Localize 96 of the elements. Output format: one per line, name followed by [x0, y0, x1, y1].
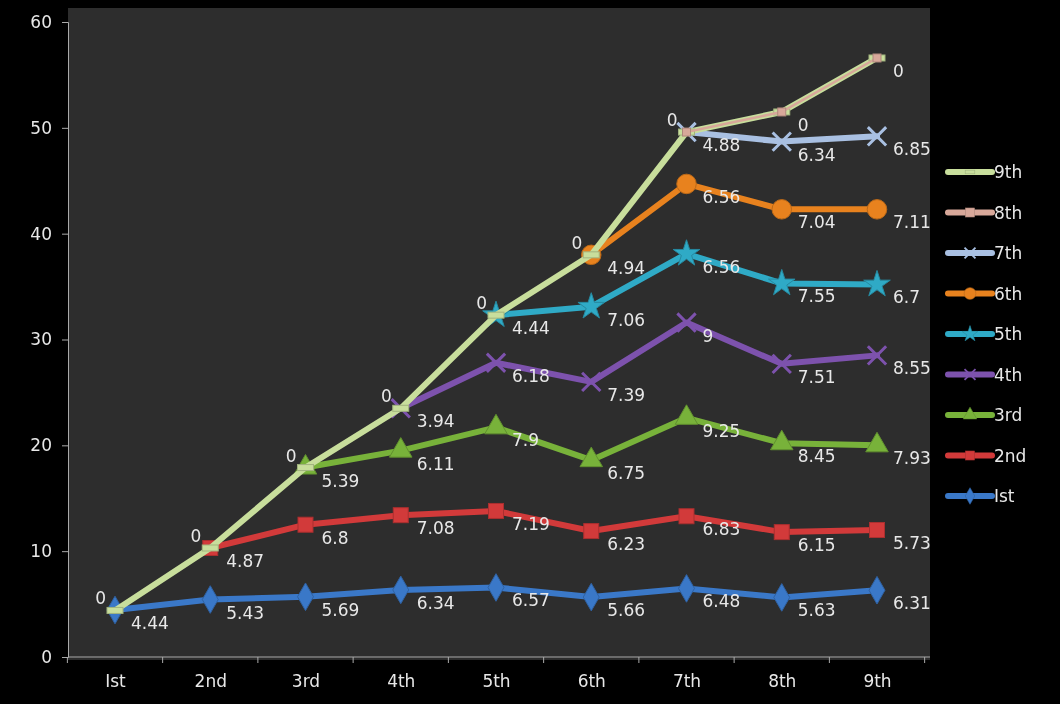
x-tick-label: 3rd — [291, 671, 321, 692]
annotation: 0 — [190, 525, 202, 546]
legend-label: 8th — [994, 202, 1023, 223]
point — [672, 239, 701, 266]
data-label: 5.63 — [797, 600, 836, 621]
y-tick-label: 60 — [30, 11, 52, 32]
annotation: 4.88 — [702, 135, 741, 156]
point — [297, 516, 314, 533]
annotation: 3.94 — [416, 411, 455, 432]
annotation: 7.9 — [512, 430, 540, 451]
annotation: 0 — [476, 293, 487, 314]
annotation: 4.94 — [607, 257, 646, 278]
annotation: 5.39 — [321, 470, 360, 491]
annotation: 5.73 — [893, 533, 931, 553]
y-tick-label: 0 — [41, 646, 52, 667]
y-tick-label: 10 — [30, 541, 52, 562]
point — [869, 522, 885, 538]
annotation: 7.93 — [893, 448, 931, 469]
annotation: 6.7 — [893, 287, 921, 308]
annotation: 0 — [666, 110, 678, 131]
x-tick-label: 2nd — [194, 671, 227, 692]
point — [583, 523, 600, 540]
point — [773, 524, 790, 541]
data-label: 5.66 — [607, 600, 646, 621]
point — [577, 292, 606, 319]
annotation: 7.11 — [893, 212, 931, 233]
legend-label: 7th — [994, 243, 1023, 263]
x-tick-label: 6th — [577, 671, 606, 692]
data-label: 5.69 — [321, 599, 360, 620]
annotation: 4.87 — [226, 550, 265, 571]
annotation: 6.34 — [797, 144, 836, 165]
annotation: 7.55 — [797, 286, 836, 307]
point — [392, 507, 409, 524]
y-tick-label: 50 — [30, 117, 52, 138]
legend-label: Ist — [994, 486, 1015, 506]
data-label: 5.43 — [226, 602, 265, 623]
point — [771, 353, 793, 375]
annotation: 7.08 — [416, 518, 455, 539]
annotation: 0 — [893, 60, 904, 81]
legend-label: 3rd — [994, 405, 1023, 425]
data-label: 6.34 — [416, 592, 455, 613]
x-tick-label: Ist — [105, 671, 127, 692]
point — [682, 127, 691, 137]
x-tick-label: 5th — [482, 671, 511, 692]
y-tick-label: 40 — [30, 223, 52, 244]
annotation: 0 — [285, 445, 297, 466]
x-tick-label: 7th — [672, 671, 702, 692]
legend-label: 4th — [994, 364, 1023, 385]
legend-label: 9th — [994, 162, 1023, 182]
annotation: 8.45 — [797, 446, 836, 467]
annotation: 7.19 — [512, 513, 550, 534]
point — [777, 107, 787, 117]
annotation: 8.55 — [893, 358, 931, 379]
data-label: 6.31 — [893, 593, 931, 614]
point — [866, 199, 888, 220]
point — [863, 269, 891, 297]
annotation: 7.06 — [607, 309, 646, 330]
annotation: 0 — [380, 386, 392, 407]
y-tick-label: 30 — [30, 329, 52, 350]
point — [872, 53, 882, 63]
point — [676, 173, 697, 195]
annotation: 6.83 — [702, 519, 741, 540]
point — [580, 371, 602, 393]
point — [767, 268, 796, 296]
point — [488, 502, 504, 519]
point — [866, 344, 888, 367]
annotation: 7.51 — [797, 366, 836, 387]
legend-label: 6th — [994, 283, 1023, 304]
annotation: 6.75 — [607, 463, 646, 484]
annotation: 6.8 — [321, 527, 349, 548]
point — [866, 125, 888, 147]
annotation: 6.23 — [607, 534, 646, 555]
y-tick-label: 20 — [30, 435, 52, 456]
annotation: 0 — [797, 114, 809, 135]
point — [771, 130, 793, 153]
annotation: 0 — [571, 232, 583, 253]
x-tick-label: 4th — [387, 671, 416, 692]
x-tick-label: 8th — [768, 671, 797, 692]
annotation: 7.39 — [607, 384, 646, 405]
annotation: 0 — [95, 588, 106, 609]
legend-label: 5th — [994, 324, 1023, 344]
annotation: 4.44 — [512, 318, 550, 339]
annotation: 6.85 — [893, 139, 931, 160]
legend-label: 2nd — [994, 445, 1027, 466]
point — [485, 352, 507, 374]
annotation: 7.04 — [797, 212, 836, 233]
x-tick-label: 9th — [863, 671, 892, 692]
annotation: 6.15 — [797, 535, 836, 556]
point — [675, 311, 698, 334]
point — [678, 508, 695, 525]
annotation: 6.18 — [512, 365, 550, 386]
data-label: 6.48 — [702, 591, 741, 612]
data-label: 6.57 — [512, 590, 550, 611]
point — [771, 199, 793, 220]
annotation: 6.11 — [416, 453, 455, 474]
data-label: 4.44 — [131, 613, 169, 634]
